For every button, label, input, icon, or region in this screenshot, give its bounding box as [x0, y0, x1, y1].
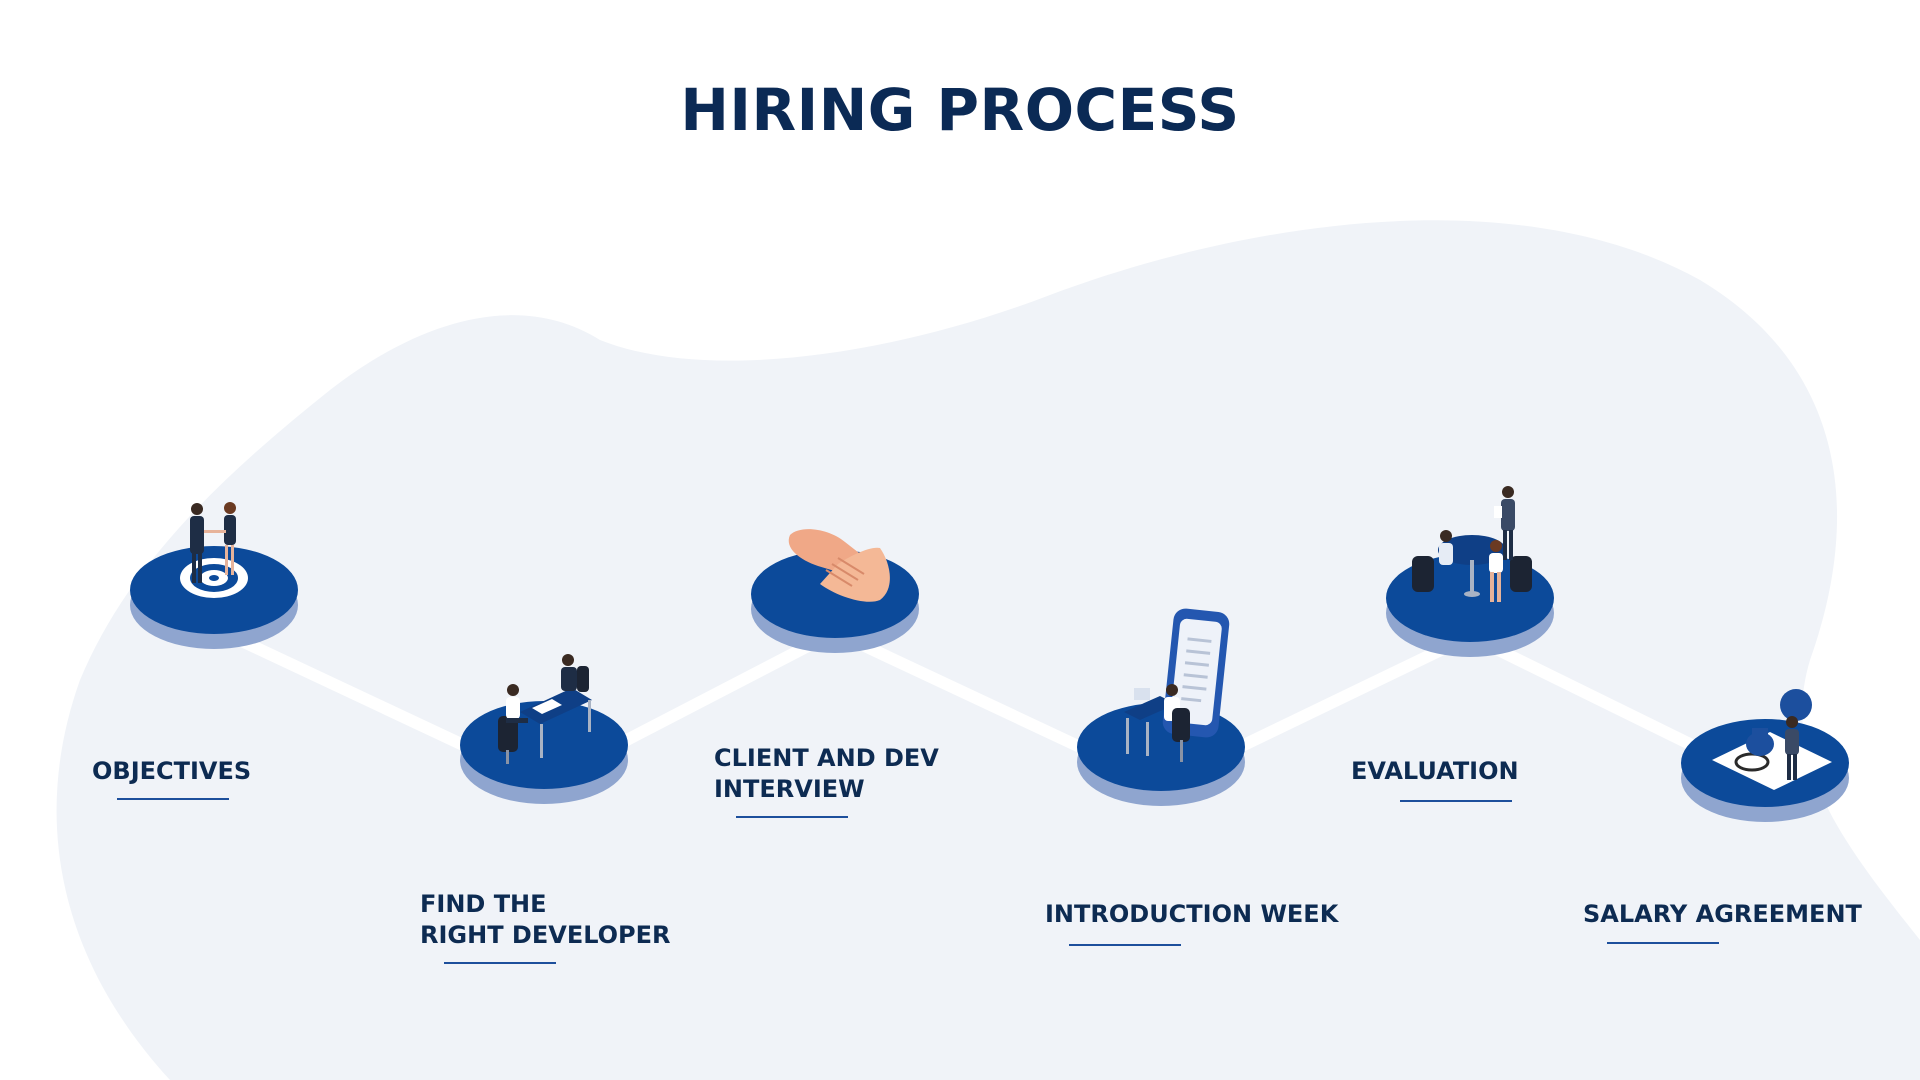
desk-meeting-icon: [498, 654, 592, 764]
step-node-client-dev-interview: [751, 529, 919, 653]
contract-stamp-icon: [1712, 689, 1832, 790]
step-node-evaluation: [1386, 486, 1554, 657]
step-label-salary-agreement: SALARY AGREEMENT: [1583, 900, 1862, 928]
step-label-find-developer: FIND THE RIGHT DEVELOPER: [420, 890, 671, 949]
phone-and-desk-worker-icon: [1124, 608, 1230, 762]
step-underline-client-dev-interview: [736, 816, 848, 818]
step-node-find-developer: [460, 654, 628, 804]
team-table-meeting-icon: [1412, 486, 1532, 602]
step-node-introduction-week: [1077, 608, 1245, 806]
step-underline-find-developer: [444, 962, 556, 964]
target-with-handshake-icon: [180, 502, 248, 598]
step-underline-evaluation: [1400, 800, 1512, 802]
step-node-salary-agreement: [1681, 689, 1849, 822]
page-title: HIRING PROCESS: [680, 76, 1240, 144]
background-blob: [56, 220, 1920, 1080]
handshake-icon: [788, 529, 890, 602]
step-node-objectives: [130, 502, 298, 649]
step-label-evaluation: EVALUATION: [1351, 757, 1519, 785]
step-label-objectives: OBJECTIVES: [92, 757, 252, 785]
step-underline-objectives: [117, 798, 229, 800]
step-label-introduction-week: INTRODUCTION WEEK: [1045, 900, 1339, 928]
step-underline-introduction-week: [1069, 944, 1181, 946]
step-underline-salary-agreement: [1607, 942, 1719, 944]
step-label-client-dev-interview: CLIENT AND DEV INTERVIEW: [714, 744, 939, 803]
